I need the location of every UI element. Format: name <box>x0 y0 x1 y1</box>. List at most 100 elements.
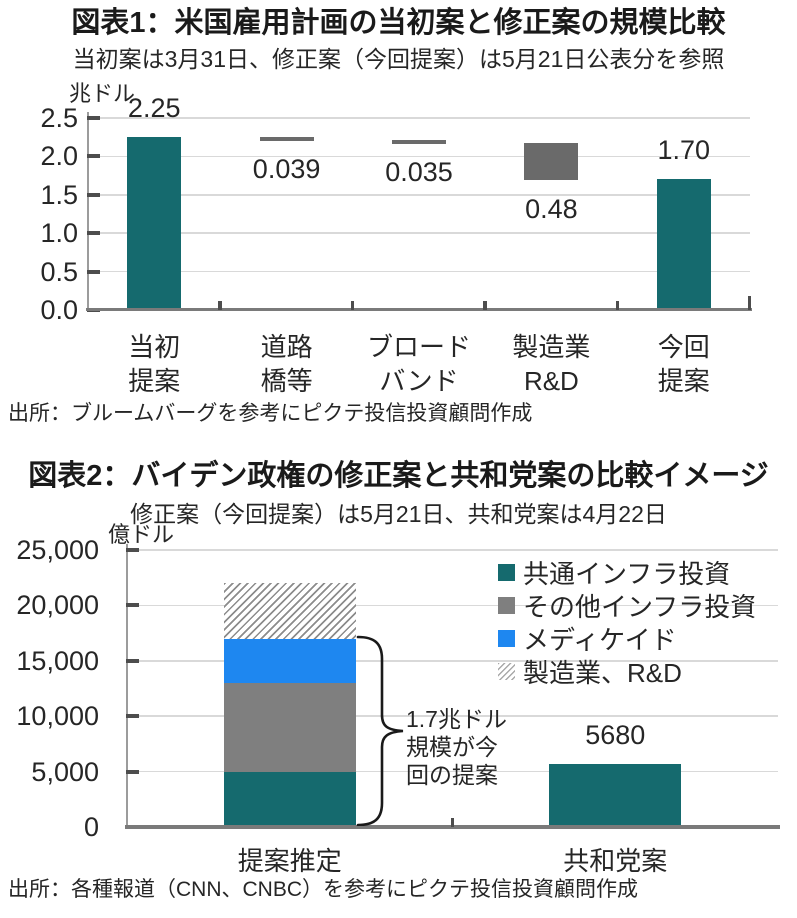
y-tick-label: 0.0 <box>40 295 78 325</box>
y-axis-tick <box>126 548 139 552</box>
y-tick-label: 1.0 <box>40 218 78 249</box>
x-axis-tick <box>615 301 620 310</box>
y-axis-tick <box>126 603 139 608</box>
chart1-plot-area: 2.5 2.0 1.5 1.0 0.5 0.0 2.25 0.039 0.035 0.48 1.70… <box>40 95 752 396</box>
legend-label: 共通インフラ投資 <box>523 559 731 589</box>
x-category-label: 製造業 R&D <box>461 330 641 398</box>
y-axis-tick <box>87 154 100 159</box>
y-tick-label: 25,000 <box>16 535 99 565</box>
bar-segment <box>656 179 711 310</box>
bar-segment <box>223 638 356 683</box>
y-axis-tick <box>126 714 139 719</box>
y-tick-label: 20,000 <box>16 590 99 621</box>
gridline <box>88 232 750 234</box>
x-category-label: 今回 提案 <box>594 330 774 398</box>
y-axis-tick <box>87 231 100 236</box>
x-category-line: 製造業 <box>512 332 591 362</box>
x-axis-tick <box>450 818 454 827</box>
gridline <box>88 117 750 119</box>
gridline <box>127 549 778 551</box>
x-category-line: 共和党案 <box>563 846 668 876</box>
x-category-line: 橋等 <box>260 366 313 396</box>
annotation-line: 回の提案 <box>406 762 498 788</box>
bar-value-label: 1.70 <box>657 135 711 166</box>
x-category-line: 今回 <box>657 332 710 362</box>
bar-segment <box>524 142 579 180</box>
y-axis-tick <box>126 769 139 774</box>
y-tick-label: 0 <box>83 812 99 842</box>
x-category-line: 道路 <box>260 332 313 362</box>
x-category-line: 提案 <box>657 366 710 396</box>
y-tick-label: 10,000 <box>16 701 99 732</box>
bar-value-label: 2.25 <box>127 93 181 124</box>
x-category-line: ブロード <box>366 332 471 362</box>
legend-label: 製造業、R&D <box>523 658 682 688</box>
x-category-label: 道路 橋等 <box>197 330 377 398</box>
x-category-label: ブロード バンド <box>329 330 509 398</box>
gridline <box>127 770 778 773</box>
y-tick-label: 1.5 <box>40 179 78 210</box>
bar-segment <box>223 583 356 639</box>
bar-segment <box>392 140 446 145</box>
annotation-line: 規模が今 <box>406 734 498 760</box>
legend-swatch-icon <box>498 564 515 581</box>
x-category-label: 提案推定 <box>200 844 380 878</box>
bar-segment <box>223 771 356 827</box>
bar-segment <box>549 764 682 827</box>
chart1-source: 出所：ブルームバーグを参考にピクテ投信投資顧問作成 <box>8 402 533 425</box>
y-tick-label: 2.0 <box>40 141 78 172</box>
y-axis-tick <box>87 269 100 274</box>
annotation-text: 1.7兆ドル 規模が今 回の提案 <box>406 705 507 789</box>
y-tick-label: 5,000 <box>31 756 99 787</box>
legend-label: メディケイド <box>523 625 677 655</box>
chart1-unit-label: 兆ドル <box>69 81 136 106</box>
bar-segment <box>259 137 314 142</box>
y-tick-label: 0.5 <box>40 256 78 287</box>
x-axis-tick <box>483 301 487 310</box>
gridline <box>88 155 750 158</box>
bar-value-label: 5680 <box>585 720 646 751</box>
x-axis-line <box>86 308 752 311</box>
legend-item: 共通インフラ投資 <box>498 556 756 589</box>
gridline <box>88 194 750 196</box>
bar-value-label: 0.48 <box>525 193 578 224</box>
chart2-legend: 共通インフラ投資 その他インフラ投資 メディケイド 製造業、R&D <box>498 556 756 688</box>
chart2-plot-area: 25,000 20,000 15,000 10,000 5,000 0 5680 提案推定 共和… <box>16 535 780 876</box>
y-axis-tick <box>87 116 100 120</box>
chart2-subtitle: 修正案（今回提案）は5月21日、共和党案は4月22日 <box>130 501 667 527</box>
legend-swatch-icon <box>498 663 515 680</box>
bar-segment <box>127 137 182 310</box>
bar-value-label: 0.039 <box>252 154 321 185</box>
y-axis-tick <box>87 192 100 197</box>
chart2-title: 図表2：バイデン政権の修正案と共和党案の比較イメージ <box>28 460 769 492</box>
gridline <box>127 660 778 662</box>
y-tick-label: 2.5 <box>40 103 78 133</box>
x-axis-line <box>125 825 780 829</box>
x-category-line: R&D <box>523 366 579 396</box>
chart1-subtitle: 当初案は3月31日、修正案（今回提案）は5月21日公表分を参照 <box>72 46 725 72</box>
legend-item: メディケイド <box>498 622 756 655</box>
x-axis-tick <box>350 301 355 310</box>
legend-item: 製造業、R&D <box>498 655 756 688</box>
gridline <box>127 604 778 607</box>
annotation-line: 1.7兆ドル <box>406 706 507 732</box>
bar-segment <box>223 682 356 772</box>
x-category-label: 共和党案 <box>525 844 705 878</box>
gridline <box>127 715 778 717</box>
x-category-line: バンド <box>379 366 459 396</box>
brace-annotation-icon <box>356 635 404 826</box>
x-category-line: 提案 <box>128 366 181 396</box>
legend-item: その他インフラ投資 <box>498 589 756 622</box>
x-category-label: 当初 提案 <box>64 330 244 398</box>
chart2-source: 出所：各種報道（CNN、CNBC）を参考にピクテ投信投資顧問作成 <box>8 878 638 901</box>
chart1-title: 図表1：米国雇用計画の当初案と修正案の規模比較 <box>71 7 726 39</box>
y-axis-line <box>126 544 128 827</box>
x-axis-right-tick <box>748 296 751 310</box>
y-axis-line <box>87 112 89 310</box>
legend-swatch-icon <box>498 630 515 647</box>
bar-value-label: 0.035 <box>385 156 453 187</box>
x-axis-tick <box>218 301 222 310</box>
y-tick-label: 15,000 <box>16 645 99 676</box>
y-axis-tick <box>126 658 139 663</box>
